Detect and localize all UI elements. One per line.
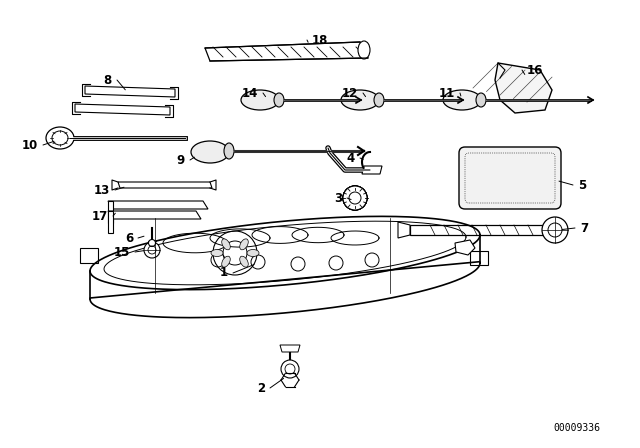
Text: 7: 7 <box>580 221 588 234</box>
Polygon shape <box>495 63 552 113</box>
Polygon shape <box>108 201 113 223</box>
Polygon shape <box>108 211 113 233</box>
Ellipse shape <box>241 90 279 110</box>
Ellipse shape <box>358 41 370 59</box>
Circle shape <box>343 186 367 210</box>
Polygon shape <box>80 248 98 263</box>
Ellipse shape <box>211 250 223 257</box>
Text: 14: 14 <box>242 86 258 99</box>
Polygon shape <box>455 240 475 255</box>
Ellipse shape <box>374 93 384 107</box>
Ellipse shape <box>443 90 481 110</box>
Circle shape <box>144 242 160 258</box>
Ellipse shape <box>221 239 230 250</box>
Polygon shape <box>108 201 208 209</box>
Ellipse shape <box>240 256 248 267</box>
Polygon shape <box>410 225 550 235</box>
Text: 10: 10 <box>22 138 38 151</box>
Text: 4: 4 <box>347 151 355 164</box>
Polygon shape <box>398 222 410 238</box>
Ellipse shape <box>247 250 259 257</box>
Ellipse shape <box>191 141 229 163</box>
Text: 11: 11 <box>439 86 455 99</box>
Polygon shape <box>470 251 488 265</box>
Polygon shape <box>118 182 212 188</box>
Text: 6: 6 <box>125 232 133 245</box>
Circle shape <box>343 186 367 210</box>
Text: 2: 2 <box>257 382 265 395</box>
Ellipse shape <box>341 90 379 110</box>
Circle shape <box>343 186 367 210</box>
Text: 12: 12 <box>342 86 358 99</box>
Polygon shape <box>75 104 170 115</box>
Text: 3: 3 <box>334 191 342 204</box>
Ellipse shape <box>221 256 230 267</box>
Circle shape <box>281 360 299 378</box>
Polygon shape <box>362 166 382 174</box>
Text: 8: 8 <box>104 73 112 86</box>
Polygon shape <box>280 345 300 352</box>
FancyBboxPatch shape <box>459 147 561 209</box>
Text: 16: 16 <box>527 64 543 77</box>
Polygon shape <box>108 211 201 219</box>
Circle shape <box>148 240 156 246</box>
Text: 00009336: 00009336 <box>553 423 600 433</box>
Text: 17: 17 <box>92 210 108 223</box>
Circle shape <box>343 186 367 210</box>
Polygon shape <box>85 86 175 97</box>
Ellipse shape <box>240 239 248 250</box>
Polygon shape <box>205 42 368 61</box>
Circle shape <box>343 186 367 210</box>
Text: 5: 5 <box>578 178 586 191</box>
Text: 9: 9 <box>177 154 185 167</box>
Text: 15: 15 <box>114 246 130 258</box>
Ellipse shape <box>274 93 284 107</box>
Ellipse shape <box>46 127 74 149</box>
Text: 13: 13 <box>93 184 110 197</box>
Text: 1: 1 <box>220 267 228 280</box>
Text: 18: 18 <box>312 34 328 47</box>
Ellipse shape <box>476 93 486 107</box>
Circle shape <box>542 217 568 243</box>
Ellipse shape <box>224 143 234 159</box>
Circle shape <box>343 186 367 210</box>
